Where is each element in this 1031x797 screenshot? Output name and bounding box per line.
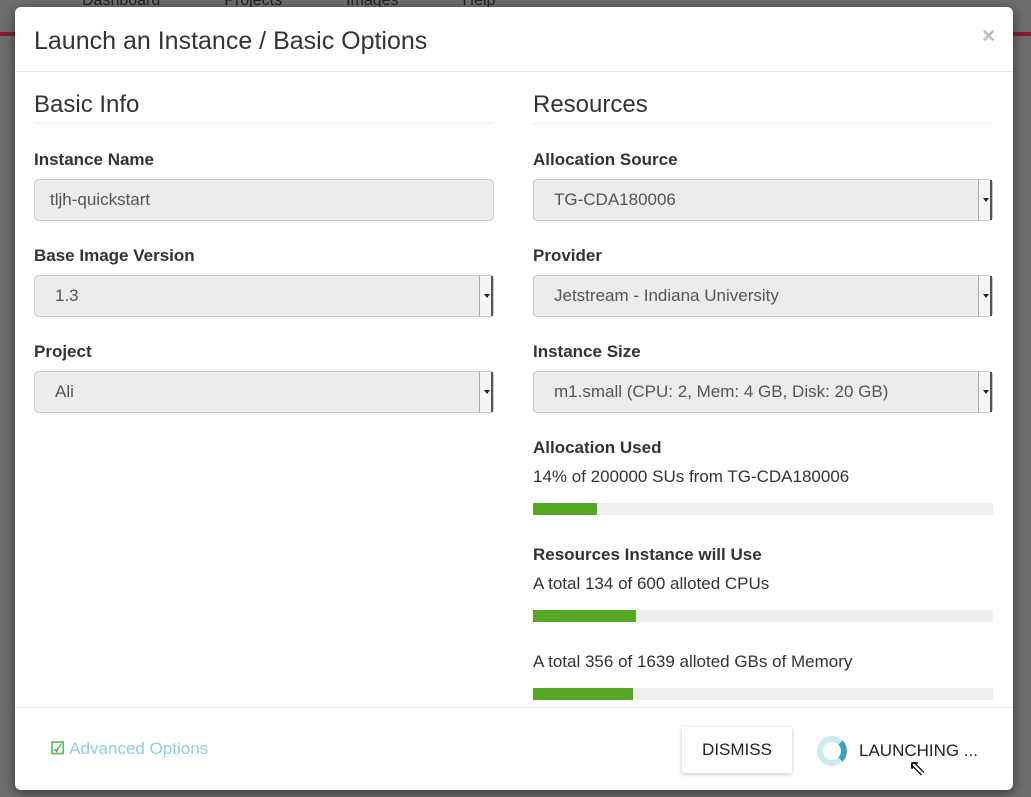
advanced-options-link[interactable]: ☑ Advanced Options bbox=[50, 739, 208, 759]
project-select[interactable]: Ali bbox=[34, 371, 494, 413]
progress-fill bbox=[533, 688, 633, 700]
instance-size-label: Instance Size bbox=[533, 342, 641, 361]
will-use-label: Resources Instance will Use bbox=[533, 545, 762, 564]
cpu-text: A total 134 of 600 alloted CPUs bbox=[533, 574, 770, 593]
select-value: 1.3 bbox=[55, 286, 79, 305]
mouse-cursor-icon: ⇖ bbox=[908, 755, 927, 780]
nav-dashboard: Dashboard bbox=[82, 0, 161, 9]
memory-progress bbox=[533, 688, 993, 700]
select-value: Jetstream - Indiana University bbox=[554, 286, 779, 305]
project-label: Project bbox=[34, 342, 92, 361]
allocation-used-label: Allocation Used bbox=[533, 438, 662, 457]
instance-name-input[interactable]: tljh-quickstart bbox=[34, 179, 494, 221]
launching-label: LAUNCHING ... bbox=[859, 741, 979, 760]
instance-size-select[interactable]: m1.small (CPU: 2, Mem: 4 GB, Disk: 20 GB… bbox=[533, 371, 993, 413]
spinner-icon bbox=[817, 736, 847, 766]
nav-images: Images bbox=[346, 0, 399, 9]
basic-info-section: Basic Info Instance Name tljh-quickstart… bbox=[34, 91, 494, 438]
select-value: m1.small (CPU: 2, Mem: 4 GB, Disk: 20 GB… bbox=[554, 382, 889, 401]
dropdown-arrow-icon[interactable] bbox=[978, 276, 992, 316]
checkbox-icon: ☑ bbox=[50, 739, 66, 758]
section-heading: Basic Info bbox=[34, 91, 494, 124]
provider-select[interactable]: Jetstream - Indiana University bbox=[533, 275, 993, 317]
background-nav: Dashboard Projects Images Help bbox=[70, 0, 507, 10]
memory-text: A total 356 of 1639 alloted GBs of Memor… bbox=[533, 652, 853, 671]
modal-title: Launch an Instance / Basic Options bbox=[34, 27, 428, 55]
progress-fill bbox=[533, 610, 636, 622]
nav-help: Help bbox=[462, 0, 496, 9]
allocation-source-select[interactable]: TG-CDA180006 bbox=[533, 179, 993, 221]
launching-button[interactable]: LAUNCHING ... bbox=[817, 736, 978, 766]
modal-header: Launch an Instance / Basic Options × bbox=[15, 7, 1013, 72]
allocation-progress bbox=[533, 503, 993, 515]
select-value: TG-CDA180006 bbox=[554, 190, 676, 209]
dropdown-arrow-icon[interactable] bbox=[479, 372, 493, 412]
section-heading: Resources bbox=[533, 91, 993, 124]
modal-footer: ☑ Advanced Options DISMISS LAUNCHING ... bbox=[15, 707, 1013, 790]
dismiss-button[interactable]: DISMISS bbox=[682, 727, 792, 773]
close-icon[interactable]: × bbox=[982, 23, 995, 48]
base-image-label: Base Image Version bbox=[34, 246, 195, 265]
advanced-options-label: Advanced Options bbox=[69, 739, 209, 758]
dropdown-arrow-icon[interactable] bbox=[978, 372, 992, 412]
dropdown-arrow-icon[interactable] bbox=[978, 180, 992, 220]
resources-section: Resources Allocation Source TG-CDA180006… bbox=[533, 91, 993, 730]
base-image-select[interactable]: 1.3 bbox=[34, 275, 494, 317]
progress-fill bbox=[533, 503, 598, 515]
nav-projects: Projects bbox=[224, 0, 283, 9]
launch-modal: Launch an Instance / Basic Options × Bas… bbox=[15, 7, 1013, 790]
instance-name-label: Instance Name bbox=[34, 150, 154, 169]
cpu-progress bbox=[533, 610, 993, 622]
dropdown-arrow-icon[interactable] bbox=[479, 276, 493, 316]
provider-label: Provider bbox=[533, 246, 602, 265]
allocation-source-label: Allocation Source bbox=[533, 150, 678, 169]
select-value: Ali bbox=[55, 382, 74, 401]
allocation-used-text: 14% of 200000 SUs from TG-CDA180006 bbox=[533, 467, 850, 486]
